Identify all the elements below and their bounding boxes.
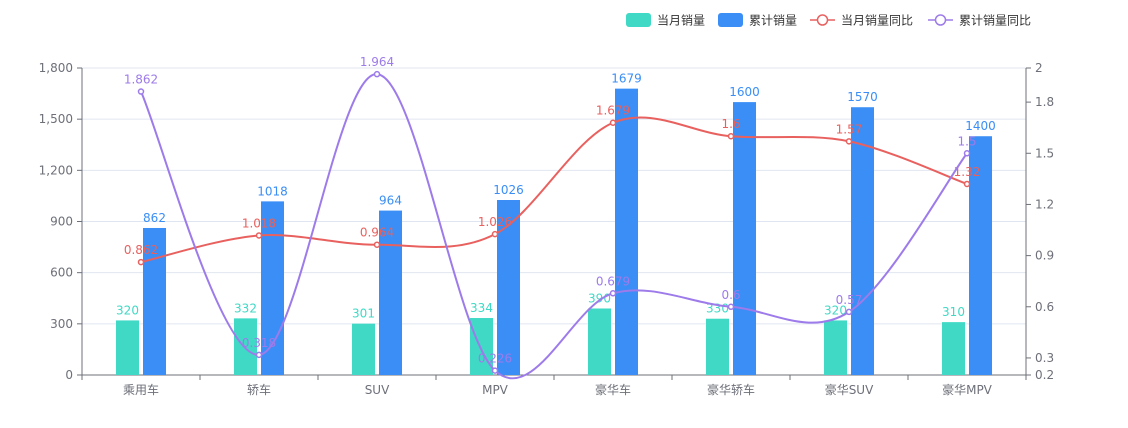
- y-right-tick-label: 1.8: [1035, 95, 1054, 109]
- bar-monthly[interactable]: [942, 322, 965, 375]
- y-left-tick-label: 0: [65, 368, 73, 382]
- line-point[interactable]: [373, 241, 381, 248]
- line-data-label: 0.679: [596, 274, 630, 288]
- bar-data-label: 1026: [493, 183, 524, 197]
- bar-data-label: 390: [588, 291, 611, 305]
- bar-data-label: 964: [379, 194, 402, 208]
- bar-data-label: 301: [352, 307, 375, 321]
- line-point[interactable]: [137, 258, 145, 266]
- legend-label: 当月销量: [657, 14, 705, 28]
- line-data-label: 0.964: [360, 226, 394, 240]
- line-data-label: 1.026: [478, 215, 512, 229]
- x-tick-label: MPV: [482, 383, 509, 397]
- legend-marker: [816, 14, 829, 26]
- bar-cumulative[interactable]: [969, 136, 992, 375]
- line-data-label: 1.018: [242, 216, 276, 230]
- y-right-tick-label: 0.9: [1035, 249, 1054, 263]
- line-point[interactable]: [491, 230, 499, 238]
- y-left-tick-label: 900: [50, 215, 73, 229]
- line-data-label: 1.6: [721, 117, 740, 131]
- line-data-label: 0.6: [721, 288, 740, 302]
- line-point[interactable]: [963, 180, 971, 188]
- bar-data-label: 310: [942, 305, 965, 319]
- y-right-tick-label: 1.5: [1035, 146, 1054, 160]
- line-point[interactable]: [491, 367, 499, 374]
- line-point[interactable]: [609, 119, 617, 126]
- bar-data-label: 320: [824, 303, 847, 317]
- bar-data-label: 320: [116, 303, 139, 317]
- line-data-label: 1.5: [957, 134, 976, 148]
- x-tick-label: 豪华MPV: [942, 382, 993, 397]
- legend-label: 累计销量: [749, 14, 797, 28]
- y-right-tick-label: 0.2: [1035, 368, 1054, 382]
- x-tick-label: 豪华轿车: [707, 382, 755, 397]
- legend-marker: [934, 14, 947, 26]
- y-right-tick-label: 0.6: [1035, 300, 1054, 314]
- bar-cumulative[interactable]: [379, 210, 402, 375]
- y-left-tick-label: 1,500: [39, 112, 73, 126]
- line-point[interactable]: [963, 150, 971, 157]
- line-data-label: 1.32: [954, 165, 981, 179]
- bar-cumulative[interactable]: [615, 88, 638, 376]
- x-tick-label: 豪华车: [595, 382, 631, 397]
- bar-data-label: 1570: [847, 90, 878, 104]
- line-point[interactable]: [255, 232, 263, 239]
- bar-cumulative[interactable]: [143, 227, 166, 375]
- bar-data-label: 332: [234, 301, 257, 315]
- bar-monthly[interactable]: [116, 320, 139, 375]
- line-data-label: 1.57: [836, 122, 863, 136]
- bar-monthly[interactable]: [352, 323, 375, 375]
- bar-monthly[interactable]: [234, 318, 257, 375]
- y-left-tick-label: 1,800: [39, 61, 73, 75]
- bar-data-label: 862: [143, 211, 166, 225]
- line-point[interactable]: [609, 290, 617, 297]
- bar-data-label: 1679: [611, 72, 642, 86]
- line-point[interactable]: [845, 308, 853, 316]
- line-data-label: 1.862: [124, 73, 158, 87]
- line-point[interactable]: [727, 132, 735, 140]
- x-tick-label: 豪华SUV: [825, 382, 874, 397]
- y-right-tick-label: 2: [1035, 61, 1043, 75]
- bar-data-label: 1600: [729, 85, 760, 99]
- y-left-tick-label: 1,200: [39, 163, 73, 177]
- line-point[interactable]: [727, 303, 735, 311]
- x-tick-label: SUV: [365, 383, 390, 397]
- line-data-label: 0.57: [836, 293, 863, 307]
- bar-monthly[interactable]: [588, 308, 611, 375]
- line-data-label: 0.862: [124, 243, 158, 257]
- legend-label: 当月销量同比: [841, 14, 913, 28]
- y-left-tick-label: 600: [50, 266, 73, 280]
- line-data-label: 0.226: [478, 352, 512, 366]
- x-tick-label: 轿车: [247, 382, 271, 397]
- bar-data-label: 1400: [965, 119, 996, 133]
- bar-data-label: 1018: [257, 184, 288, 198]
- line-data-label: 1.679: [596, 104, 630, 118]
- bar-monthly[interactable]: [824, 320, 847, 375]
- legend-swatch-monthly[interactable]: [626, 13, 651, 27]
- bar-cumulative[interactable]: [497, 200, 520, 375]
- bar-cumulative[interactable]: [851, 107, 874, 375]
- y-right-tick-label: 1.2: [1035, 197, 1054, 211]
- line-point[interactable]: [137, 88, 145, 95]
- x-tick-label: 乘用车: [123, 382, 159, 397]
- line-point[interactable]: [373, 70, 381, 78]
- bar-data-label: 334: [470, 301, 493, 315]
- y-left-tick-label: 300: [50, 317, 73, 331]
- bar-cumulative[interactable]: [733, 102, 756, 375]
- bar-monthly[interactable]: [706, 318, 729, 375]
- line-data-label: 1.964: [360, 55, 394, 69]
- y-right-tick-label: 0.3: [1035, 351, 1054, 365]
- legend-label: 累计销量同比: [959, 14, 1031, 28]
- bar-monthly[interactable]: [470, 318, 493, 375]
- line-data-label: 0.318: [242, 336, 276, 350]
- series-line-monthly-yoy: [140, 116, 968, 264]
- line-point[interactable]: [845, 138, 853, 145]
- legend-swatch-cumulative[interactable]: [718, 13, 743, 27]
- line-point[interactable]: [255, 351, 263, 359]
